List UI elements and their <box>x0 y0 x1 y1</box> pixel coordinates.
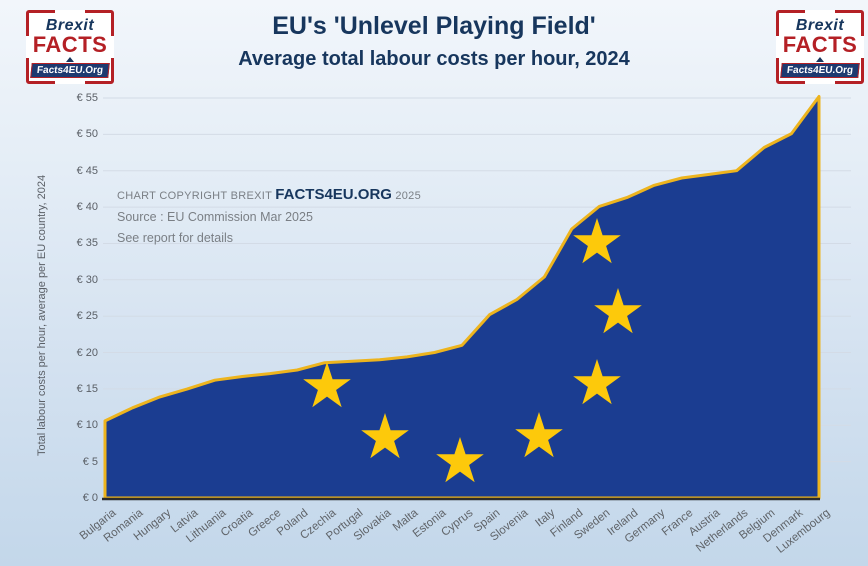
copyright-year: 2025 <box>391 190 422 202</box>
eu-star-icon <box>303 362 351 408</box>
logo-facts-text: FACTS <box>782 32 858 57</box>
eu-star-icon <box>515 412 563 458</box>
y-tick-label: € 20 <box>76 347 98 359</box>
note-line: See report for details <box>117 231 234 245</box>
logo-brexit-text: Brexit <box>45 17 95 34</box>
area-series <box>103 95 821 500</box>
y-tick-label: € 45 <box>76 165 98 177</box>
y-tick-label: € 55 <box>76 92 98 104</box>
y-tick-label: € 35 <box>76 237 98 249</box>
logo-triangle-icon <box>816 56 824 62</box>
chart-header: EU's 'Unlevel Playing Field' Average tot… <box>120 12 748 71</box>
y-tick-label: € 30 <box>76 274 98 286</box>
logo-triangle-icon <box>66 56 74 62</box>
copyright-annotation: CHART COPYRIGHT BREXIT FACTS4EU.ORG 2025… <box>117 186 421 245</box>
eu-star-icon <box>361 413 409 459</box>
y-tick-label: € 40 <box>76 201 98 213</box>
eu-flag-stars <box>303 218 642 483</box>
eu-star-icon <box>573 218 621 264</box>
chart-title: EU's 'Unlevel Playing Field' <box>272 12 596 40</box>
copyright-brand: FACTS4EU.ORG <box>275 186 392 203</box>
chart-subtitle: Average total labour costs per hour, 202… <box>238 48 630 70</box>
logo-facts-text: FACTS <box>32 32 108 57</box>
eu-star-icon <box>573 359 621 405</box>
copyright-line: CHART COPYRIGHT BREXIT FACTS4EU.ORG 2025 <box>117 186 421 203</box>
y-tick-label: € 5 <box>82 456 98 468</box>
y-tick-label: € 0 <box>82 492 98 504</box>
eu-star-icon <box>594 288 642 334</box>
source-line: Source : EU Commission Mar 2025 <box>117 210 313 224</box>
eu-star-icon <box>436 437 484 483</box>
y-tick-label: € 15 <box>76 383 98 395</box>
logo-brexit-text: Brexit <box>795 17 845 34</box>
copyright-prefix: CHART COPYRIGHT BREXIT <box>117 190 276 202</box>
y-tick-label: € 50 <box>76 128 98 140</box>
y-tick-label: € 10 <box>76 419 98 431</box>
y-tick-label: € 25 <box>76 310 98 322</box>
